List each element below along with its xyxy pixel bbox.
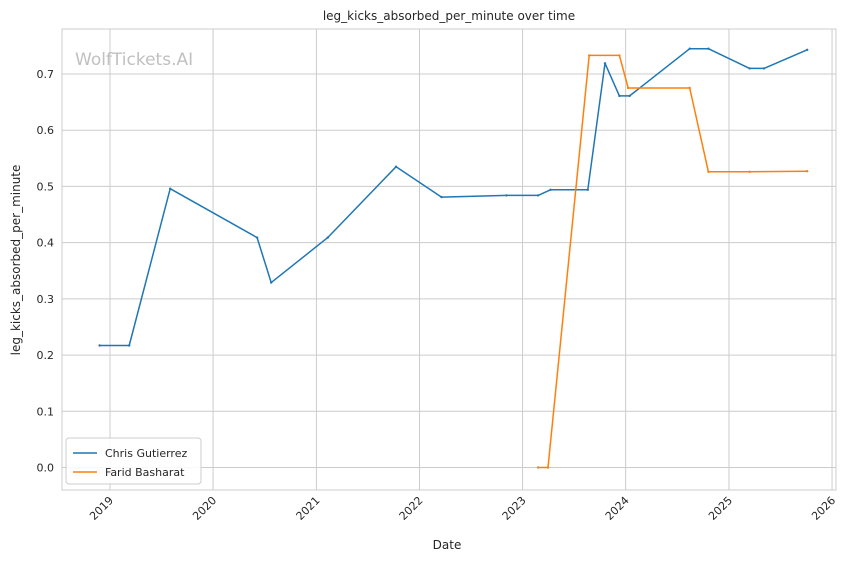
legend-box — [65, 437, 202, 485]
data-point-chris-gutierrez — [326, 236, 329, 239]
data-point-chris-gutierrez — [628, 94, 631, 98]
data-point-farid-basharat — [618, 54, 621, 57]
data-point-chris-gutierrez — [536, 194, 540, 197]
y-tick-label: 0.4 — [37, 237, 55, 250]
y-tick-label: 0.7 — [37, 68, 55, 81]
y-tick-label: 0.5 — [37, 180, 55, 193]
data-point-farid-basharat — [546, 466, 550, 469]
chart-title: leg_kicks_absorbed_per_minute over time — [323, 9, 575, 23]
data-point-chris-gutierrez — [270, 281, 273, 284]
y-tick-label: 0.6 — [37, 124, 55, 137]
data-point-chris-gutierrez — [586, 188, 589, 191]
data-point-chris-gutierrez — [707, 47, 710, 50]
y-tick-label: 0.0 — [37, 462, 55, 475]
x-tick-label: 2019 — [87, 494, 116, 523]
y-tick-label: 0.1 — [37, 405, 55, 418]
y-axis-ticks: 0.0 0.1 0.2 0.3 0.4 0.5 0.6 0.7 — [37, 68, 55, 475]
series-layer — [98, 47, 809, 469]
data-point-farid-basharat — [536, 466, 540, 469]
data-point-farid-basharat — [588, 54, 591, 57]
x-tick-label: 2026 — [809, 494, 838, 523]
data-point-farid-basharat — [707, 170, 710, 173]
data-point-chris-gutierrez — [618, 94, 621, 98]
data-point-chris-gutierrez — [549, 188, 552, 191]
x-tick-label: 2025 — [706, 494, 735, 523]
data-point-chris-gutierrez — [748, 67, 751, 70]
data-point-chris-gutierrez — [762, 67, 766, 70]
x-axis-ticks: 2019 2020 2021 2022 2023 2024 2025 2026 — [87, 494, 838, 523]
data-point-farid-basharat — [688, 86, 691, 90]
data-point-chris-gutierrez — [394, 165, 398, 168]
y-axis-title: leg_kicks_absorbed_per_minute — [9, 165, 23, 356]
legend: Chris Gutierrez Farid Basharat — [65, 437, 202, 485]
data-point-chris-gutierrez — [806, 48, 809, 51]
data-point-chris-gutierrez — [169, 187, 172, 190]
y-tick-label: 0.3 — [37, 293, 55, 306]
x-tick-label: 2024 — [603, 494, 632, 523]
data-point-farid-basharat — [806, 170, 809, 173]
x-tick-label: 2020 — [190, 494, 219, 523]
data-point-chris-gutierrez — [505, 194, 508, 197]
data-point-chris-gutierrez — [255, 236, 259, 239]
data-point-farid-basharat — [627, 86, 630, 90]
x-tick-label: 2023 — [500, 494, 529, 523]
data-point-chris-gutierrez — [128, 344, 131, 347]
data-point-chris-gutierrez — [98, 344, 101, 347]
legend-label-farid-basharat: Farid Basharat — [105, 466, 185, 479]
x-axis-title: Date — [433, 538, 462, 552]
plot-area — [61, 28, 837, 491]
legend-label-chris-gutierrez: Chris Gutierrez — [105, 447, 187, 460]
data-point-chris-gutierrez — [440, 195, 443, 199]
watermark: WolfTickets.AI — [75, 50, 193, 70]
data-point-farid-basharat — [748, 170, 751, 173]
grid — [62, 29, 836, 490]
x-tick-label: 2022 — [397, 494, 426, 523]
data-point-chris-gutierrez — [603, 62, 607, 65]
x-tick-label: 2021 — [294, 494, 323, 523]
series-line-chris-gutierrez — [99, 47, 808, 347]
data-point-chris-gutierrez — [688, 47, 691, 50]
y-tick-label: 0.2 — [37, 349, 55, 362]
